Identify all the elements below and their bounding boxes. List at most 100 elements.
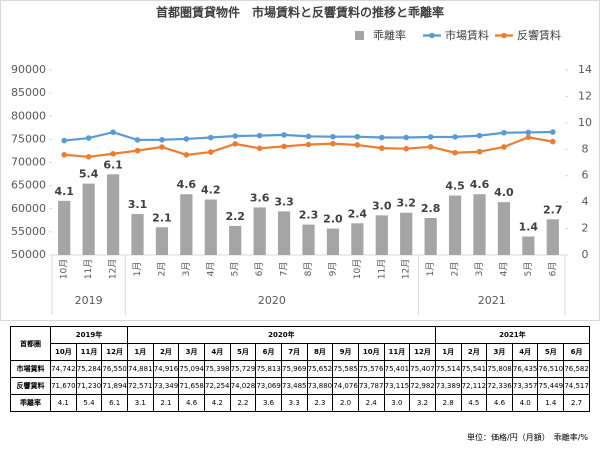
table-cell: 75,514 — [434, 360, 462, 378]
x-tick-label: 3月 — [181, 262, 192, 277]
table-year: 2021年 — [434, 326, 591, 344]
table-cell: 6.1 — [101, 394, 128, 412]
line-marker — [256, 132, 263, 139]
table-month: 10月 — [357, 343, 385, 361]
table-cell: 72,336 — [486, 377, 513, 395]
table-month: 7月 — [280, 343, 308, 361]
bar — [326, 228, 340, 255]
y2-tick-label: 0 — [582, 248, 589, 261]
bar-value-label: 2.4 — [348, 207, 368, 220]
y-tick-label: 50000 — [11, 248, 46, 261]
table-cell: 2.7 — [563, 394, 590, 412]
table-cell: 76,510 — [537, 360, 565, 378]
table-month: 11月 — [75, 343, 103, 361]
line-marker — [85, 154, 92, 160]
table-cell: 74,028 — [229, 377, 257, 395]
legend-swatch — [429, 32, 435, 39]
table-corner: 首都圏 — [10, 326, 51, 361]
bar-value-label: 2.0 — [323, 213, 343, 226]
line-marker — [378, 145, 385, 151]
line-marker — [207, 149, 214, 155]
bar — [229, 225, 242, 255]
table-month: 3月 — [486, 343, 513, 361]
x-tick-label: 4月 — [498, 262, 509, 277]
table-cell: 75,729 — [229, 360, 257, 378]
bar-value-label: 2.1 — [152, 211, 172, 224]
table-cell: 75,094 — [178, 360, 205, 378]
table-cell: 71,230 — [75, 377, 103, 395]
legend-swatch — [355, 31, 364, 40]
line-marker — [232, 133, 239, 139]
x-tick-label: 12月 — [401, 259, 412, 279]
line-marker — [183, 152, 190, 158]
bar — [131, 214, 144, 255]
line-marker — [61, 137, 68, 144]
table-cell: 75,407 — [409, 360, 436, 378]
line-marker — [476, 148, 483, 155]
table-cell: 75,652 — [306, 360, 334, 378]
table-month: 2月 — [460, 343, 488, 361]
table-cell: 73,880 — [306, 377, 334, 395]
bar-value-label: 4.5 — [445, 180, 465, 193]
x-tick-label: 2月 — [450, 262, 461, 277]
line-marker — [183, 136, 190, 142]
y2-tick-label: 12 — [578, 89, 592, 102]
table-cell: 75,576 — [357, 360, 385, 378]
table-cell: 75,813 — [255, 360, 282, 378]
legend-swatch — [501, 32, 507, 39]
line-marker — [110, 129, 116, 136]
legend-label: 市場賃料 — [445, 28, 489, 42]
line-marker — [281, 132, 287, 138]
bar-value-label: 3.0 — [372, 199, 392, 212]
y-tick-label: 55000 — [11, 225, 46, 238]
line-marker — [403, 134, 410, 141]
bar — [302, 224, 315, 255]
table-month: 6月 — [255, 343, 282, 361]
x-tick-label: 1月 — [425, 262, 436, 277]
table-cell: 3.6 — [255, 394, 282, 412]
bar — [497, 202, 511, 255]
line-marker — [159, 136, 165, 143]
y2-tick-label: 6 — [582, 169, 589, 182]
line-marker — [549, 129, 556, 135]
table-month: 3月 — [178, 343, 205, 361]
x-tick-label: 3月 — [474, 262, 485, 277]
x-tick-label: 11月 — [376, 259, 387, 279]
line-marker — [427, 134, 434, 140]
x-tick-label: 6月 — [254, 262, 265, 277]
bar — [424, 218, 437, 255]
bar-value-label: 6.1 — [103, 158, 123, 171]
x-tick-label: 7月 — [279, 262, 290, 277]
data-table: 首都圏 2019年 2020年 2021年 10月 11月 12月 1月 2月 3月 4月 5月 6月 7… — [10, 326, 591, 412]
table-year: 2019年 — [50, 326, 128, 344]
bar-value-label: 3.2 — [396, 197, 416, 210]
line-marker — [452, 134, 458, 140]
y-tick-label: 90000 — [11, 63, 46, 76]
x-tick-label: 4月 — [205, 262, 216, 277]
bar — [58, 200, 71, 255]
table-cell: 4.6 — [486, 394, 513, 412]
x-tick-label: 1月 — [132, 262, 143, 277]
line-marker — [305, 133, 312, 140]
table-cell: 2.1 — [152, 394, 180, 412]
line-marker — [549, 138, 556, 145]
table-month: 1月 — [126, 343, 154, 361]
table-cell: 3.3 — [280, 394, 308, 412]
table-month: 9月 — [332, 343, 359, 361]
x-tick-label: 2月 — [156, 262, 167, 277]
line-marker — [452, 149, 458, 156]
line-marker — [501, 129, 507, 136]
table-cell: 73,349 — [152, 377, 180, 395]
x-tick-label: 5月 — [523, 262, 534, 277]
table-cell: 72,571 — [126, 377, 154, 395]
bar-value-label: 3.1 — [128, 198, 148, 211]
table-cell: 75,969 — [280, 360, 308, 378]
table-month: 5月 — [537, 343, 565, 361]
table-cell: 4.2 — [203, 394, 231, 412]
bar — [546, 219, 559, 255]
table-month: 4月 — [511, 343, 539, 361]
bar-value-label: 5.4 — [79, 168, 99, 181]
table-month: 12月 — [101, 343, 128, 361]
line-marker — [256, 145, 263, 152]
x-group-label: 2020 — [258, 294, 286, 307]
